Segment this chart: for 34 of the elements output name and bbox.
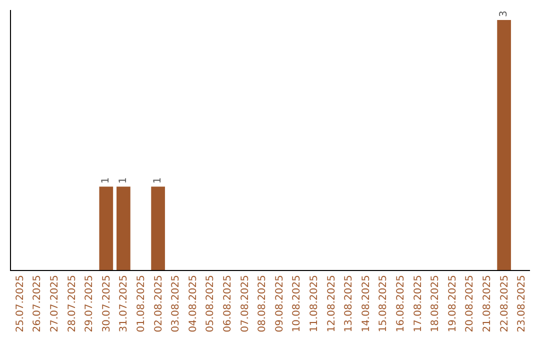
x-tick-label: 05.08.2025 — [205, 275, 216, 332]
x-tick-label: 31.07.2025 — [118, 275, 130, 332]
data-label: 1 — [100, 177, 112, 184]
x-tick-label: 25.07.2025 — [14, 275, 26, 332]
x-tick-label: 28.07.2025 — [66, 275, 78, 332]
x-tick-label: 07.08.2025 — [240, 275, 251, 332]
x-tick-label: 09.08.2025 — [274, 275, 286, 332]
x-tick-label: 26.07.2025 — [32, 275, 44, 332]
data-label: 1 — [118, 177, 129, 184]
x-tick-label: 08.08.2025 — [257, 275, 268, 332]
x-tick-label: 17.08.2025 — [412, 275, 424, 332]
x-tick-label: 02.08.2025 — [153, 275, 164, 332]
data-label: 1 — [152, 177, 164, 184]
x-tick-label: 20.08.2025 — [464, 275, 476, 332]
x-tick-label: 11.08.2025 — [309, 275, 320, 332]
x-tick-label: 06.08.2025 — [222, 275, 234, 332]
x-tick-label: 18.08.2025 — [430, 275, 442, 332]
x-tick-label: 21.08.2025 — [482, 275, 493, 332]
x-tick-label: 10.08.2025 — [292, 275, 303, 332]
x-tick-label: 01.08.2025 — [136, 275, 147, 332]
x-tick-label: 22.08.2025 — [499, 275, 510, 332]
x-tick-label: 15.08.2025 — [378, 275, 390, 332]
x-tick-label: 23.08.2025 — [516, 275, 528, 332]
x-tick-label: 30.07.2025 — [101, 275, 112, 332]
x-tick-label: 12.08.2025 — [326, 275, 338, 332]
x-tick-label: 13.08.2025 — [344, 275, 355, 332]
data-label: 3 — [498, 10, 510, 17]
x-tick-label: 03.08.2025 — [170, 275, 182, 332]
x-tick-label: 04.08.2025 — [188, 275, 199, 332]
x-tick-label: 27.07.2025 — [50, 275, 60, 332]
x-tick-label: 19.08.2025 — [447, 275, 458, 332]
x-tick-label: 16.08.2025 — [396, 275, 406, 332]
x-tick-label: 14.08.2025 — [360, 275, 372, 332]
x-tick-label: 29.07.2025 — [84, 275, 96, 332]
